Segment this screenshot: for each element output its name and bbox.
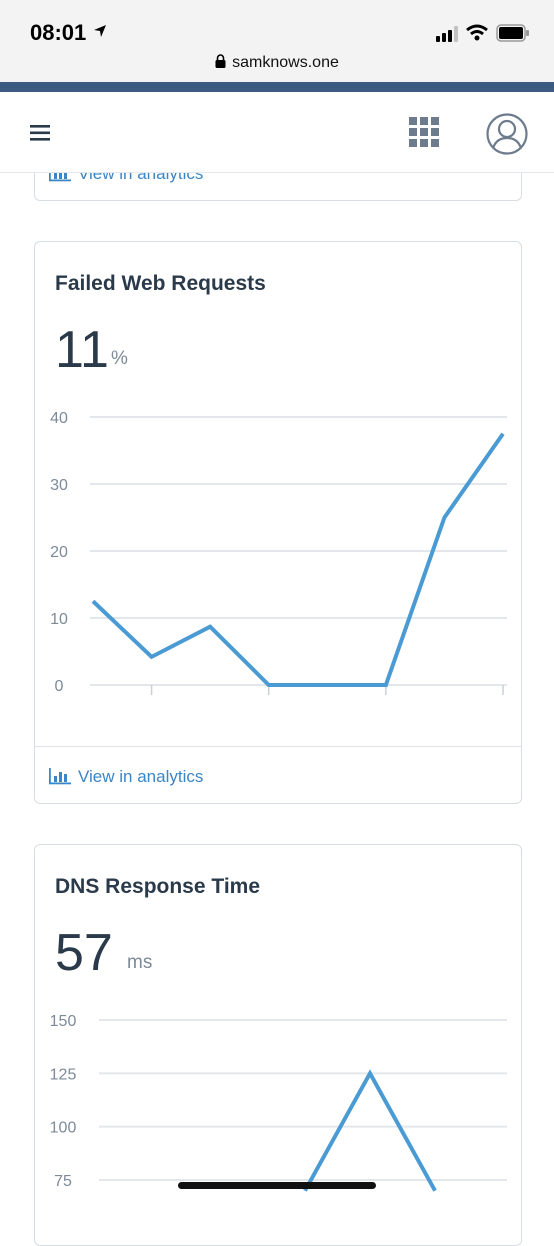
view-in-analytics-link[interactable]: View in analytics	[48, 767, 203, 787]
card-title: DNS Response Time	[55, 875, 260, 899]
wifi-icon	[466, 24, 488, 42]
battery-icon	[496, 24, 530, 42]
lock-icon	[215, 54, 226, 68]
failed-web-requests-card: Failed Web Requests 11 % 0102030406. Mar…	[34, 241, 522, 804]
dns-response-time-chart: 75 100 125 150	[35, 1005, 521, 1245]
y-tick-label: 20	[50, 544, 68, 561]
top-navigation	[0, 92, 554, 173]
url-text: samknows.one	[232, 54, 339, 71]
metric-value: 57	[55, 923, 113, 983]
metric-unit: ms	[127, 952, 152, 974]
failed-web-requests-chart: 0102030406. Mar8. Mar10. Mar12. Mar	[35, 402, 521, 702]
card-footer: View in analytics	[35, 746, 521, 803]
brand-accent-bar	[0, 82, 554, 92]
grid-apps-icon[interactable]	[409, 117, 439, 147]
y-tick-label: 125	[50, 1066, 77, 1083]
y-tick-label: 100	[50, 1120, 77, 1137]
location-arrow-icon	[93, 24, 107, 38]
user-profile-icon[interactable]	[486, 113, 528, 155]
y-tick-label: 150	[50, 1013, 77, 1030]
status-bar: 08:01 samknows.one	[0, 0, 554, 82]
y-tick-label: 40	[50, 410, 68, 427]
card-title: Failed Web Requests	[55, 272, 266, 296]
y-tick-label: 0	[55, 678, 64, 695]
status-time: 08:01	[30, 20, 86, 46]
y-tick-label: 30	[50, 477, 68, 494]
address-bar[interactable]: samknows.one	[0, 54, 554, 72]
home-indicator[interactable]	[178, 1182, 376, 1189]
metric-unit: %	[111, 348, 128, 370]
hamburger-menu-icon[interactable]	[30, 124, 50, 142]
series-line	[93, 434, 503, 685]
y-tick-label: 75	[54, 1173, 72, 1190]
y-tick-label: 10	[50, 611, 68, 628]
link-label: View in analytics	[78, 767, 203, 786]
signal-icon	[436, 26, 460, 42]
bar-chart-icon	[48, 767, 72, 785]
metric-value: 11	[55, 320, 109, 380]
series-line	[305, 1073, 435, 1190]
